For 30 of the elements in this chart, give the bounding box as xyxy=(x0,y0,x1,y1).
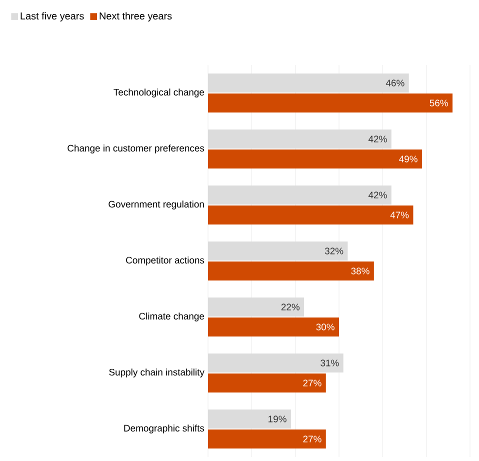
y-tick-label: Demographic shifts xyxy=(124,424,204,434)
legend-label: Last five years xyxy=(20,12,84,22)
data-label: 42% xyxy=(368,192,387,198)
bar xyxy=(208,318,339,337)
data-label: 27% xyxy=(303,436,322,442)
y-tick-label: Change in customer preferences xyxy=(68,144,204,154)
bar xyxy=(208,262,374,281)
bar xyxy=(208,430,326,449)
y-tick-label: Competitor actions xyxy=(126,256,204,266)
data-label: 27% xyxy=(303,380,322,386)
y-tick-label: Technological change xyxy=(114,88,204,98)
data-label: 56% xyxy=(430,100,448,106)
y-tick-label: Climate change xyxy=(139,312,204,322)
data-label: 30% xyxy=(316,324,334,330)
data-label: 31% xyxy=(320,360,339,366)
y-tick-label: Government regulation xyxy=(108,200,204,210)
data-label: 32% xyxy=(324,248,344,254)
bar xyxy=(208,206,414,225)
data-label: 42% xyxy=(368,136,387,142)
bar xyxy=(208,374,326,393)
bar xyxy=(208,94,453,113)
y-tick-label: Supply chain instability xyxy=(109,368,204,378)
data-label: 46% xyxy=(386,80,404,86)
bar xyxy=(208,150,422,169)
data-label: 47% xyxy=(390,212,409,218)
data-label: 49% xyxy=(399,156,418,162)
data-label: 38% xyxy=(351,268,370,274)
data-label: 19% xyxy=(268,416,286,422)
legend-label: Next three years xyxy=(100,12,172,22)
data-label: 22% xyxy=(281,304,300,310)
